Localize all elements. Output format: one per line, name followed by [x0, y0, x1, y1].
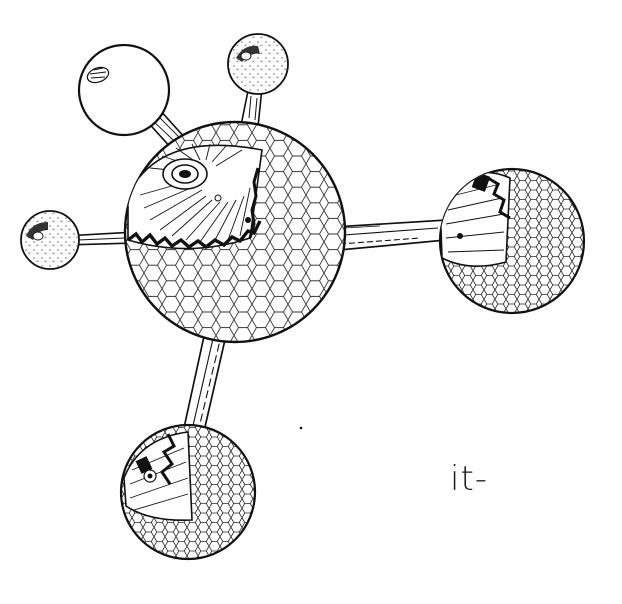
- central-atom-sphere: [123, 120, 347, 344]
- bottom-atom-sphere: [119, 423, 257, 561]
- right-atom-sphere: [438, 167, 586, 315]
- white-atom-sphere: [77, 43, 171, 137]
- cropped-text-fragment: it-: [450, 459, 489, 499]
- small-left-atom-sphere: [20, 210, 80, 270]
- small-top-atom-sphere: [227, 33, 289, 95]
